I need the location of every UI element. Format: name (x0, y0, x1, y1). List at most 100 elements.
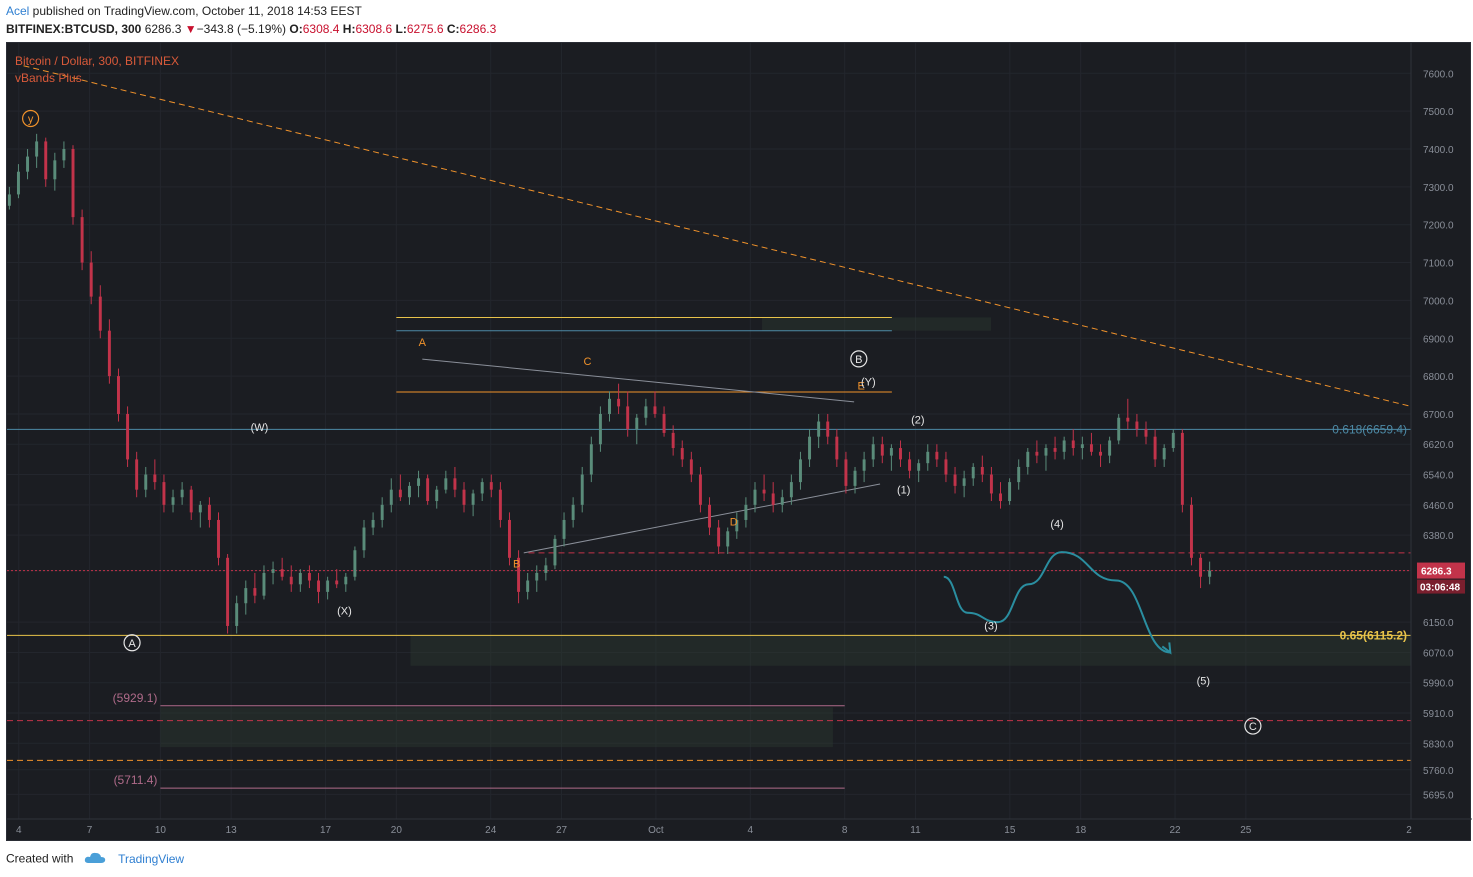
open-label: O: (289, 22, 303, 36)
legend-indicator: vBands Plus (15, 71, 82, 85)
tradingview-cloud-icon (83, 851, 107, 868)
fib-label: 0.65(6115.2) (1340, 628, 1407, 642)
time-tick-label: 2 (1406, 825, 1412, 836)
price-tick-label: 5760.0 (1423, 766, 1454, 777)
price-tick-label: 5990.0 (1423, 679, 1454, 690)
countdown-tag (1417, 579, 1465, 594)
candle-body (917, 463, 921, 471)
tradingview-link[interactable]: TradingView (118, 851, 185, 866)
symbol-line: BITFINEX:BTCUSD, 300 6286.3 ▼−343.8 (−5.… (6, 22, 496, 36)
candle-body (944, 459, 948, 475)
candle-body (908, 459, 912, 471)
candle-body (1162, 448, 1166, 460)
candle-body (562, 519, 566, 539)
candle-body (98, 296, 102, 331)
candle-body (780, 497, 784, 505)
candle-body (580, 474, 584, 505)
author-link[interactable]: Acel (6, 4, 30, 18)
last-price-tag (1417, 562, 1465, 579)
low-value: 6275.6 (406, 22, 444, 36)
candle-body (544, 565, 548, 573)
candle-body (371, 519, 375, 528)
candle-body (353, 550, 357, 577)
candle-body (726, 531, 730, 547)
candle-body (789, 482, 793, 498)
price-chart[interactable]: y (W) A (X) A B C D E B (Y) (2) (1) (4) (3) (5) C 0.618(6… (7, 43, 1472, 842)
last-price: 6286.3 (144, 22, 182, 36)
candle-body (1044, 448, 1048, 456)
candle-body (1062, 440, 1066, 452)
candle-body (407, 485, 411, 498)
low-label: L: (395, 22, 407, 36)
candle-body (1208, 570, 1212, 577)
price-tick-label: 6070.0 (1423, 648, 1454, 659)
candle-body (16, 171, 20, 195)
symbol-label: BITFINEX:BTCUSD, 300 (6, 22, 142, 36)
chart-area[interactable]: y (W) A (X) A B C D E B (Y) (2) (1) (4) (3) (5) C 0.618(6… (6, 42, 1472, 842)
candle-body (1008, 482, 1012, 502)
candle-body (326, 580, 330, 592)
price-tick-label: 6380.0 (1423, 531, 1454, 542)
candle-body (989, 474, 993, 494)
candle-body (107, 330, 111, 377)
candles (7, 133, 1212, 634)
open-value: 6308.4 (302, 22, 340, 36)
time-tick-label: 15 (1004, 825, 1016, 836)
candle-body (698, 474, 702, 505)
candle-body (417, 478, 421, 486)
candle-body (1117, 417, 1121, 441)
candle-body (335, 580, 339, 585)
candle-body (980, 466, 984, 475)
candle-body (735, 519, 739, 532)
candle-body (226, 557, 230, 626)
change-value: −343.8 (−5.19%) (196, 22, 287, 36)
price-tick-label: 6540.0 (1423, 471, 1454, 482)
candle-body (380, 504, 384, 520)
candle-body (262, 572, 266, 596)
wave-label: (2) (911, 414, 924, 426)
candle-body (489, 482, 493, 490)
candle-body (626, 406, 630, 430)
candle-body (1199, 557, 1203, 577)
price-tick-label: 7400.0 (1423, 145, 1454, 156)
wave-label: B (855, 354, 862, 366)
price-tick-label: 6150.0 (1423, 618, 1454, 629)
candle-body (962, 478, 966, 486)
candle-body (889, 448, 893, 456)
price-tick-label: 6700.0 (1423, 410, 1454, 421)
high-label: H: (342, 22, 356, 36)
candle-body (680, 448, 684, 460)
candle-body (307, 572, 311, 581)
candle-body (753, 489, 757, 505)
candle-body (880, 444, 884, 456)
candle-body (344, 576, 348, 585)
footer: Created with TradingView (6, 851, 184, 868)
time-tick-label: 20 (391, 825, 403, 836)
target-zone (762, 317, 991, 331)
candle-body (280, 569, 284, 577)
wave-label-circle (1244, 717, 1262, 735)
candle-body (1026, 451, 1030, 467)
candle-body (817, 421, 821, 437)
candle-body (589, 444, 593, 475)
candle-body (708, 504, 712, 528)
candle-body (389, 489, 393, 505)
price-tick-label: 5830.0 (1423, 739, 1454, 750)
wave-label: (Y) (861, 377, 876, 389)
candle-body (853, 470, 857, 486)
price-tick-label: 6460.0 (1423, 501, 1454, 512)
candle-body (689, 459, 693, 475)
candle-body (953, 474, 957, 486)
projection-curve (943, 551, 1171, 654)
candle-body (26, 156, 30, 172)
price-tick-label: 5695.0 (1423, 790, 1454, 801)
price-tick-label: 6620.0 (1423, 440, 1454, 451)
wave-label: C (584, 356, 592, 368)
wave-label: (X) (337, 606, 352, 618)
candle-body (244, 588, 248, 604)
candle-body (235, 603, 239, 626)
candle-body (398, 489, 402, 498)
candle-body (435, 489, 439, 502)
candle-body (444, 478, 448, 490)
candle-body (1189, 504, 1193, 558)
